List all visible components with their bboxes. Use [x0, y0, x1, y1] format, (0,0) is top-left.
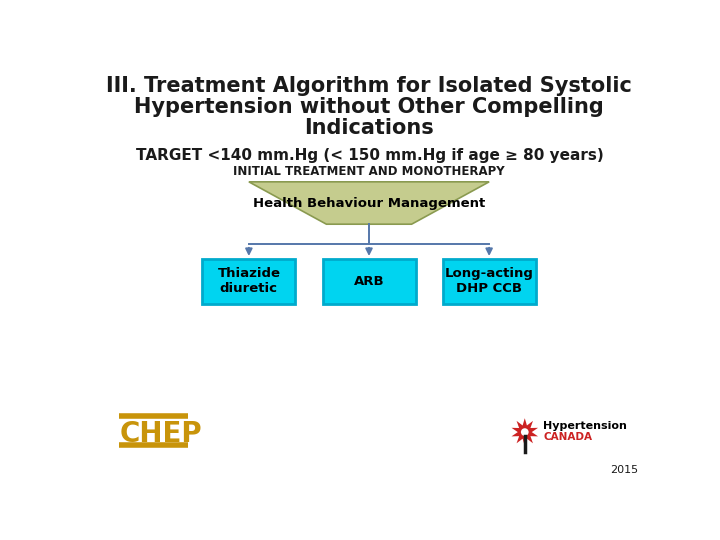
FancyBboxPatch shape [323, 259, 415, 303]
Text: ARB: ARB [354, 275, 384, 288]
Text: Hypertension: Hypertension [544, 421, 627, 431]
Text: INITIAL TREATMENT AND MONOTHERAPY: INITIAL TREATMENT AND MONOTHERAPY [233, 165, 505, 178]
Circle shape [521, 428, 528, 436]
Text: 2015: 2015 [611, 465, 639, 475]
Text: CHEP: CHEP [120, 420, 202, 448]
Text: Health Behaviour Management: Health Behaviour Management [253, 197, 485, 210]
FancyBboxPatch shape [202, 259, 295, 303]
Polygon shape [249, 182, 489, 224]
Text: CANADA: CANADA [544, 432, 593, 442]
Text: Long-acting
DHP CCB: Long-acting DHP CCB [445, 267, 534, 295]
Text: Hypertension without Other Compelling: Hypertension without Other Compelling [134, 97, 604, 117]
FancyBboxPatch shape [443, 259, 536, 303]
Text: Thiazide
diuretic: Thiazide diuretic [217, 267, 280, 295]
Text: TARGET <140 mm.Hg (< 150 mm.Hg if age ≥ 80 years): TARGET <140 mm.Hg (< 150 mm.Hg if age ≥ … [137, 148, 604, 163]
Text: Indications: Indications [304, 118, 434, 138]
Text: III. Treatment Algorithm for Isolated Systolic: III. Treatment Algorithm for Isolated Sy… [106, 76, 632, 96]
Polygon shape [511, 418, 538, 446]
